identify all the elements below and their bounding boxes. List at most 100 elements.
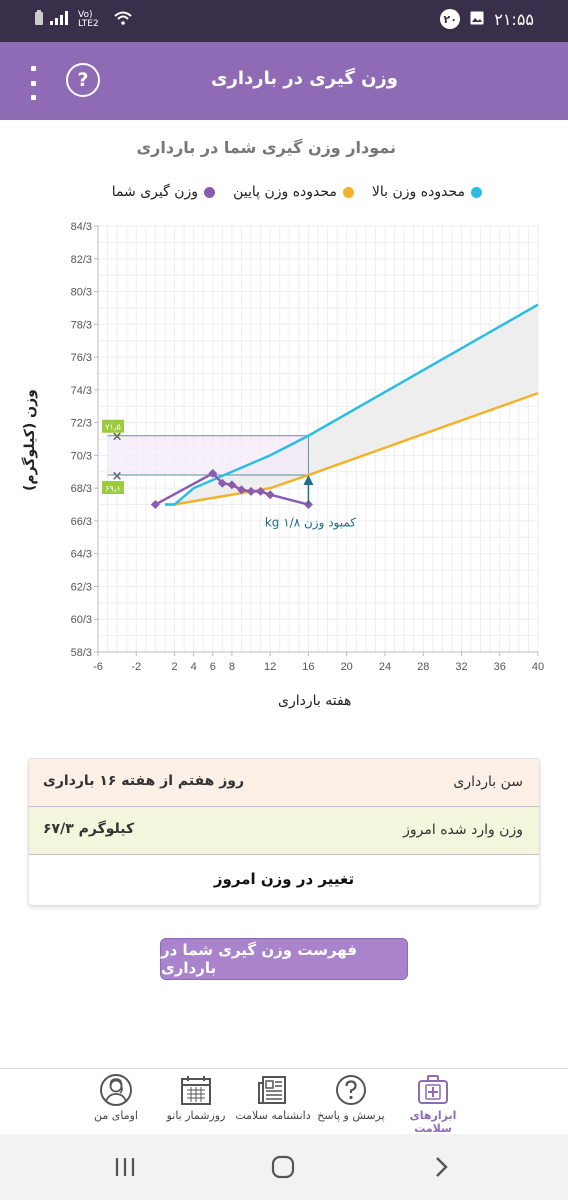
x-tick-label: -6 <box>93 661 103 673</box>
x-tick-label: 20 <box>341 661 353 673</box>
status-time: ۲۱:۵۵ <box>494 9 534 29</box>
nav-label-health-tools: ابزارهای سلامت <box>409 1109 457 1135</box>
nav-health-tools[interactable]: ابزارهای سلامت <box>392 1073 474 1135</box>
today-weight-row: وزن وارد شده امروز ۶۷/۳ کیلوگرم <box>29 807 539 855</box>
range-marker-icon: × <box>112 469 123 484</box>
legend-upper-dot <box>471 186 482 198</box>
back-icon[interactable] <box>428 1154 454 1184</box>
x-tick-label: -2 <box>131 661 141 673</box>
deficit-label: کمبود وزن ۱/۸ kg <box>265 515 356 530</box>
network-label: Vo) LTE2 <box>78 9 99 29</box>
x-tick-label: 4 <box>191 661 197 673</box>
y-tick-label: 62/3 <box>71 581 92 593</box>
x-tick-label: 2 <box>171 661 177 673</box>
series-upper-line <box>164 303 539 506</box>
notification-badge: ۲۰ <box>440 9 461 29</box>
recent-apps-icon[interactable] <box>112 1154 138 1184</box>
battery-icon <box>34 10 44 29</box>
today-range-box <box>107 435 309 476</box>
bottom-nav: ابزارهای سلامت پرسش و پاسخ دانشنامه سلام… <box>0 1068 568 1135</box>
nav-label-profile: اومای من <box>94 1109 138 1122</box>
value-tag-label: ۶۹٫۱ <box>105 484 121 493</box>
legend-upper-label: محدوده وزن بالا <box>371 184 465 200</box>
nav-label-encyclopedia: دانشنامه سلامت <box>235 1109 311 1122</box>
today-weight-label: وزن وارد شده امروز <box>403 822 523 838</box>
value-tag-box <box>102 481 124 495</box>
nav-calendar[interactable]: روزشمار بانو <box>162 1073 230 1122</box>
y-tick-label: 58/3 <box>71 647 92 659</box>
series-yours-point <box>246 486 256 496</box>
series-yours-point <box>227 480 237 490</box>
x-tick-label: 24 <box>379 661 391 673</box>
x-tick-label: 16 <box>302 661 314 673</box>
x-tick-label: 28 <box>417 661 429 673</box>
legend-lower[interactable]: محدوده وزن پایین <box>233 184 354 200</box>
y-tick-label: 84/3 <box>71 221 92 233</box>
weight-change-label: تغییر در وزن امروز <box>213 870 355 888</box>
pregnancy-age-value: روز هفتم از هفته ۱۶ بارداری <box>43 773 245 789</box>
y-tick-label: 66/3 <box>71 516 92 528</box>
status-left: Vo) LTE2 <box>34 10 132 29</box>
system-nav-bar <box>0 1134 568 1200</box>
today-weight-value: ۶۷/۳ کیلوگرم <box>43 821 135 837</box>
chart-legend: محدوده وزن بالا محدوده وزن پایین وزن گیر… <box>112 184 482 200</box>
weight-change-row: تغییر در وزن امروز <box>29 855 539 905</box>
y-tick-label: 68/3 <box>71 483 92 495</box>
y-tick-label: 60/3 <box>71 614 92 626</box>
chart-y-axis-label: وزن (کیلوگرم) <box>22 389 38 491</box>
series-yours-point <box>265 490 275 500</box>
series-yours-point <box>256 486 266 496</box>
profile-icon <box>100 1074 132 1106</box>
calendar-icon <box>181 1076 211 1105</box>
chart-x-axis-label: هفته بارداری <box>278 693 352 709</box>
series-yours-point <box>217 478 227 488</box>
question-icon <box>336 1075 366 1105</box>
x-tick-label: 32 <box>455 661 467 673</box>
nav-encyclopedia[interactable]: دانشنامه سلامت <box>234 1073 312 1122</box>
y-tick-label: 76/3 <box>71 352 92 364</box>
help-icon[interactable]: ? <box>66 63 100 97</box>
medical-kit-icon <box>418 1075 448 1104</box>
image-icon <box>470 10 484 29</box>
series-yours-point <box>150 500 160 510</box>
wifi-icon <box>114 11 132 28</box>
y-tick-label: 72/3 <box>71 418 92 430</box>
chart-title: نمودار وزن گیری شما در بارداری <box>136 138 396 157</box>
home-icon[interactable] <box>270 1154 296 1184</box>
app-bar: ? وزن گیری در بارداری <box>0 42 568 120</box>
legend-upper[interactable]: محدوده وزن بالا <box>372 184 482 200</box>
y-tick-label: 64/3 <box>71 549 92 561</box>
page-title: وزن گیری در بارداری <box>211 68 398 89</box>
legend-lower-dot <box>342 186 354 198</box>
deficit-arrow-head <box>303 475 314 486</box>
legend-yours-dot <box>204 186 216 198</box>
series-yours-point <box>208 468 218 478</box>
y-tick-label: 82/3 <box>71 254 92 266</box>
weight-chart[interactable]: 58/3 60/3 62/3 64/3 66/3 68/3 70/3 72/3 74/3 76/3… <box>50 210 550 680</box>
x-tick-label: 36 <box>494 661 506 673</box>
x-tick-label: 12 <box>264 661 276 673</box>
y-tick-label: 80/3 <box>71 287 92 299</box>
weight-list-button[interactable]: فهرست وزن گیری شما در بارداری <box>160 938 408 980</box>
legend-yours-label: وزن گیری شما <box>111 184 199 200</box>
y-tick-label: 78/3 <box>71 319 92 331</box>
legend-lower-label: محدوده وزن پایین <box>233 184 337 200</box>
status-right: ۲۰ ۲۱:۵۵ <box>440 9 534 29</box>
x-tick-label: 40 <box>532 661 544 673</box>
status-bar: Vo) LTE2 ۲۰ ۲۱:۵۵ <box>0 0 568 42</box>
value-tag-box <box>102 419 124 433</box>
overflow-menu-icon[interactable] <box>26 66 40 100</box>
pregnancy-age-row: سن بارداری روز هفتم از هفته ۱۶ بارداری <box>29 759 539 807</box>
value-tag-label: ۷۱٫۵ <box>105 423 121 432</box>
info-card: سن بارداری روز هفتم از هفته ۱۶ بارداری و… <box>28 758 540 906</box>
legend-yours[interactable]: وزن گیری شما <box>111 184 216 200</box>
nav-questions[interactable]: پرسش و پاسخ <box>314 1073 388 1122</box>
nav-label-questions: پرسش و پاسخ <box>317 1109 385 1122</box>
x-tick-label: 8 <box>229 661 235 673</box>
pregnancy-age-label: سن بارداری <box>453 774 523 790</box>
series-yours-point <box>236 485 246 495</box>
x-tick-label: 6 <box>210 661 216 673</box>
range-marker-icon: × <box>112 430 123 445</box>
nav-profile[interactable]: اومای من <box>80 1073 152 1122</box>
